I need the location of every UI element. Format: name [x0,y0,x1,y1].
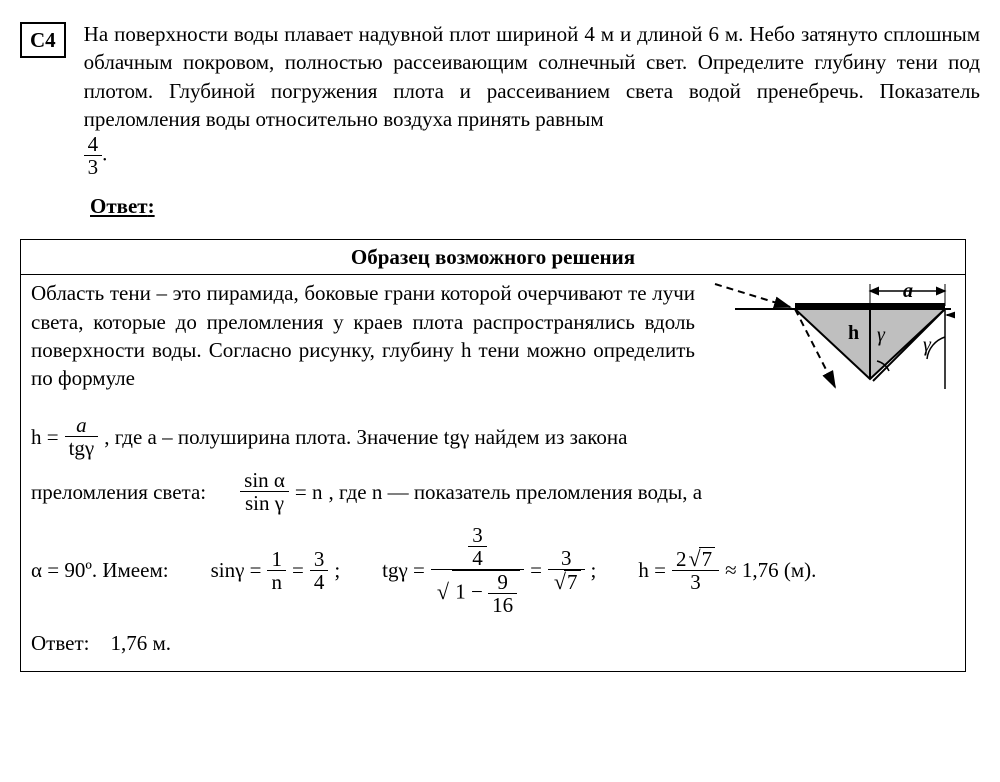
sin-g-frac2: 3 4 [310,548,329,593]
sin-g-d1: n [267,571,286,593]
diagram-a-label: a [903,280,913,302]
tg-g-bignum: 3 4 [431,524,524,570]
tg-g-radicand: 1 − 9 16 [452,570,520,616]
sin-g-lhs: sinγ = [211,556,262,584]
h-frac-num: a [65,414,99,437]
snell-num: sin α [240,469,289,492]
h-final-num: 27 [672,547,719,571]
final-answer-line: Ответ: 1,76 м. [31,629,955,657]
refraction-label: преломления света: [31,478,206,506]
alpha-text: α = 90º. Имеем: [31,556,169,584]
snell-frac: sin α sin γ [240,469,289,514]
answer-word: Ответ [90,194,148,218]
page: C4 На поверхности воды плавает надувной … [0,0,1000,782]
solution-top-row: Область тени – это пирамида, боковые гра… [31,279,955,404]
tg-g-res-sqrt: 7 [552,570,581,593]
h-final-lhs: h = [638,556,666,584]
sin-gamma-block: sinγ = 1 n = 3 4 ; [211,548,341,593]
solution-body: Область тени – это пирамида, боковые гра… [21,275,965,671]
h-final-block: h = 27 3 ≈ 1,76 (м). [638,547,816,593]
tg-g-topfrac: 3 4 [468,524,487,569]
tg-g-semi: ; [591,556,597,584]
formula-h: h = a tgγ , где a – полуширина плота. Зн… [31,414,955,459]
h-final-den: 3 [672,571,719,593]
problem-body: На поверхности воды плавает надувной пло… [84,22,980,131]
solution-top-text: Область тени – это пирамида, боковые гра… [31,279,695,404]
frac-den: 3 [84,156,103,178]
answer-colon: : [148,194,155,218]
h-final-coef: 2 [676,547,687,571]
problem-text: На поверхности воды плавает надувной пло… [84,20,980,178]
h-frac-den: tgγ [65,437,99,459]
tg-g-top-n: 3 [468,524,487,547]
tg-g-one-minus: 1 − [455,580,483,604]
tg-g-bigden: 1 − 9 16 [431,570,524,616]
snell-eq: = n [295,478,323,506]
problem-period: . [102,142,107,166]
frac-num: 4 [84,133,103,156]
tg-g-res-d: 7 [548,570,585,593]
h-tail: , где a – полуширина плота. Значение tgγ… [104,423,627,451]
diagram-svg: a h γ γ [705,279,955,404]
diagram-gamma-2: γ [923,334,932,356]
snell-den: sin γ [240,492,289,514]
tg-g-res-n: 3 [548,547,585,570]
tg-g-innerfrac: 9 16 [488,571,517,616]
sin-g-eq: = [292,556,304,584]
sin-g-n1: 1 [267,548,286,571]
h-final-sqrt: 7 [686,547,715,570]
diagram-gamma-1: γ [877,324,886,346]
sin-g-n2: 3 [310,548,329,571]
solution-title: Образец возможного решения [21,240,965,275]
tg-g-eq: = [530,556,542,584]
h-final-frac: 27 3 [672,547,719,593]
tg-g-bigfrac: 3 4 1 − 9 16 [431,524,524,616]
final-answer-value: 1,76 м. [110,631,171,655]
answer-label: Ответ: [90,192,980,220]
snell-line: преломления света: sin α sin γ = n , где… [31,469,955,514]
final-line: α = 90º. Имеем: sinγ = 1 n = 3 4 ; [31,524,955,616]
h-final-approx: ≈ 1,76 (м). [725,556,816,584]
tg-g-sqrt: 1 − 9 16 [435,570,520,616]
tg-g-inner-d: 16 [488,594,517,616]
sin-g-frac1: 1 n [267,548,286,593]
final-answer-label: Ответ: [31,631,89,655]
tg-g-res-rad: 7 [564,570,581,593]
problem-label: C4 [20,22,66,58]
solution-box: Образец возможного решения Область тени … [20,239,966,672]
tg-g-inner-n: 9 [488,571,517,594]
h-eq: h = [31,423,59,451]
tg-gamma-block: tgγ = 3 4 1 − [382,524,596,616]
sin-g-semi: ; [334,556,340,584]
h-final-rad: 7 [699,547,716,570]
tg-g-top-d: 4 [468,547,487,569]
tg-g-lhs: tgγ = [382,556,425,584]
diagram: a h γ γ [705,279,955,404]
snell-tail: , где n — показатель преломления воды, а [329,478,703,506]
problem-fraction: 4 3 [84,133,103,178]
diagram-h-label: h [848,322,859,344]
h-frac: a tgγ [65,414,99,459]
problem-row: C4 На поверхности воды плавает надувной … [20,20,980,178]
tg-g-resfrac: 3 7 [548,547,585,593]
sin-g-d2: 4 [310,571,329,593]
